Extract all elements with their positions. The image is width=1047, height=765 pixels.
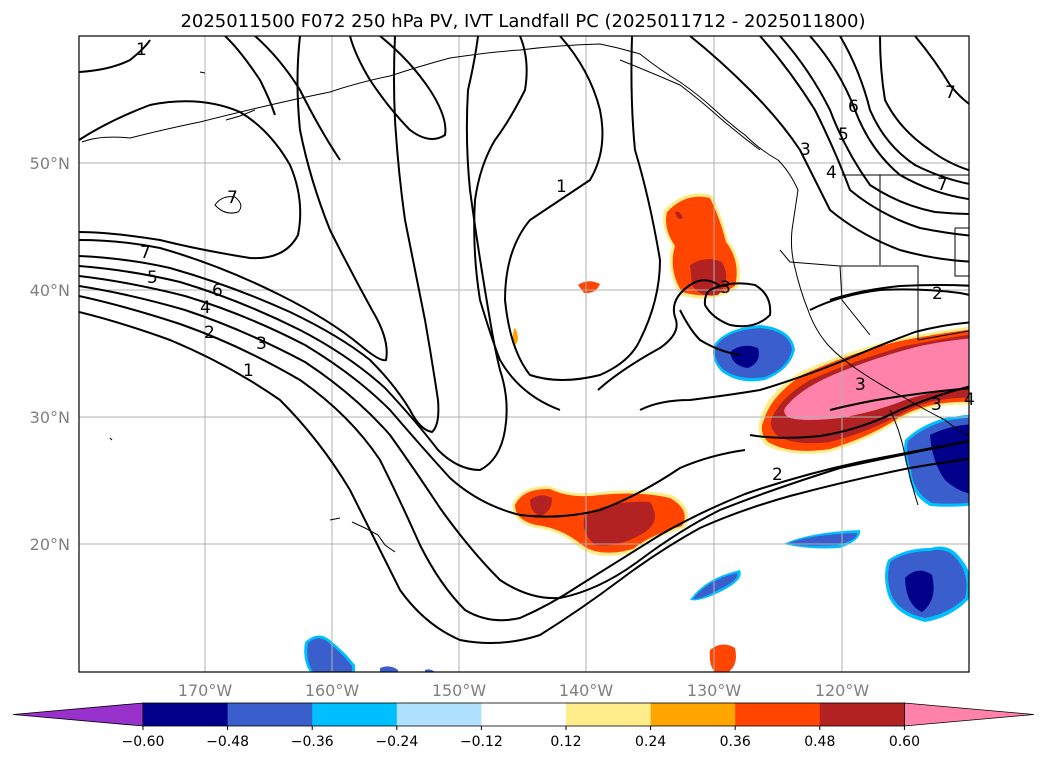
colorbar-extend-low bbox=[12, 702, 144, 727]
colorbar-segment bbox=[735, 703, 821, 726]
colorbar-segment bbox=[143, 703, 229, 726]
latitude-labels: 50°N 40°N 30°N 20°N bbox=[30, 154, 70, 554]
contour-label: 2 bbox=[932, 284, 943, 304]
contour-label: 1 bbox=[243, 361, 254, 381]
colorbar-segment bbox=[819, 703, 905, 726]
contour-label: 2 bbox=[204, 323, 215, 343]
contour-label: 5 bbox=[147, 268, 158, 288]
map-frame bbox=[78, 35, 970, 673]
colorbar: −0.60 −0.48 −0.36 −0.24 −0.12 0.12 0.24 0.36 0.4… bbox=[12, 702, 1035, 750]
contour-label: 3 bbox=[256, 334, 267, 354]
contour-label: 7 bbox=[140, 243, 151, 263]
colorbar-extend-high bbox=[904, 702, 1035, 727]
lat-label: 50°N bbox=[30, 154, 70, 173]
contour-label: 6 bbox=[212, 281, 223, 301]
contour-label: 4 bbox=[200, 298, 211, 318]
colorbar-tick-label: −0.24 bbox=[375, 734, 418, 750]
contour-label: 5 bbox=[838, 125, 849, 145]
lon-label: 150°W bbox=[432, 681, 487, 700]
colorbar-tick-label: −0.48 bbox=[206, 734, 249, 750]
longitude-labels: 170°W 160°W 150°W 140°W 130°W 120°W bbox=[178, 681, 870, 700]
contour-label: 4 bbox=[826, 163, 837, 183]
contour-labels: 1 1 1 2 2 2 3 3 3 3 3 4 4 4 5 5 6 6 7 7 … bbox=[136, 40, 975, 485]
lon-label: 170°W bbox=[178, 681, 233, 700]
lat-label: 20°N bbox=[30, 535, 70, 554]
colorbar-segment bbox=[312, 703, 398, 726]
colorbar-segment bbox=[650, 703, 736, 726]
lon-label: 120°W bbox=[815, 681, 870, 700]
colorbar-segment bbox=[396, 703, 482, 726]
graticule bbox=[79, 36, 969, 672]
colorbar-segment bbox=[566, 703, 652, 726]
colorbar-segment bbox=[481, 703, 567, 726]
contour-label: 7 bbox=[937, 175, 948, 195]
contour-label: 1 bbox=[556, 177, 567, 197]
contour-label: 1 bbox=[136, 40, 147, 60]
colorbar-tick-label: 0.36 bbox=[720, 734, 751, 750]
contour-label: 7 bbox=[945, 83, 956, 103]
contour-label: 6 bbox=[848, 97, 859, 117]
colorbar-tick-label: 0.12 bbox=[550, 734, 581, 750]
lat-label: 30°N bbox=[30, 408, 70, 427]
contour-label: 3 bbox=[931, 395, 942, 415]
lat-label: 40°N bbox=[30, 281, 70, 300]
colorbar-tick-label: −0.12 bbox=[460, 734, 503, 750]
contour-label: 7 bbox=[227, 188, 238, 208]
colorbar-tick-label: −0.36 bbox=[291, 734, 334, 750]
colorbar-tick-label: 0.24 bbox=[635, 734, 666, 750]
colorbar-tick-label: 0.48 bbox=[804, 734, 835, 750]
pv-contours bbox=[79, 36, 969, 645]
lon-label: 130°W bbox=[687, 681, 742, 700]
lon-label: 160°W bbox=[305, 681, 360, 700]
lon-label: 140°W bbox=[559, 681, 614, 700]
colorbar-frame bbox=[142, 702, 905, 727]
contour-label: 3 bbox=[800, 140, 811, 160]
pc-fill-layer bbox=[304, 193, 969, 672]
contour-label: 2 bbox=[772, 465, 783, 485]
map-panel bbox=[79, 36, 969, 672]
colorbar-tick-label: 0.60 bbox=[889, 734, 920, 750]
contour-label: 3 bbox=[720, 278, 731, 298]
colorbar-tick-label: −0.60 bbox=[122, 734, 165, 750]
colorbar-segment bbox=[227, 703, 313, 726]
map-title: 2025011500 F072 250 hPa PV, IVT Landfall… bbox=[180, 11, 865, 32]
contour-label: 3 bbox=[855, 375, 866, 395]
